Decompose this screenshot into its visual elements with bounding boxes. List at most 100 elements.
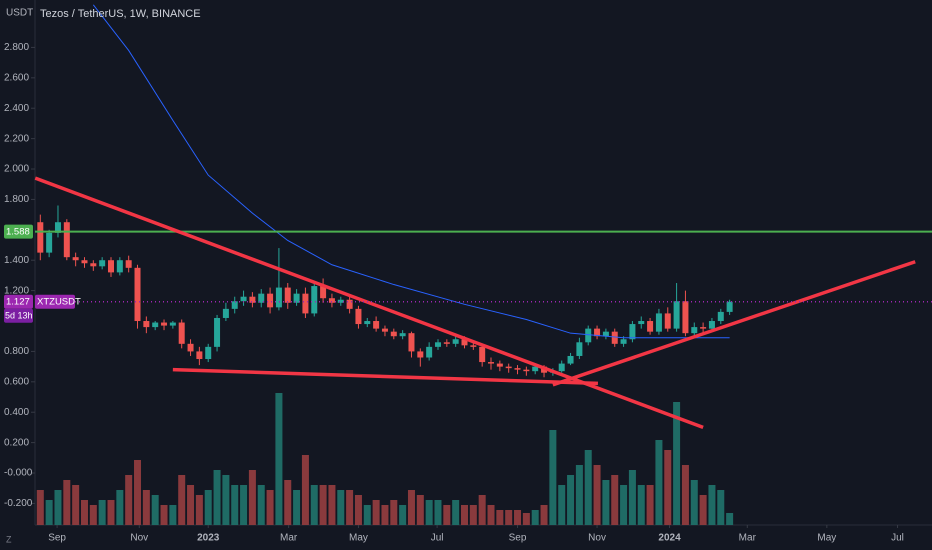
x-tick-label: 2023: [197, 533, 220, 544]
candle-body: [99, 260, 106, 267]
x-tick-label: Mar: [280, 533, 298, 544]
candle-body: [240, 296, 247, 302]
volume-bar: [328, 485, 336, 525]
volume-bar: [664, 450, 672, 525]
candle-body: [664, 313, 671, 329]
currency-label: USDT: [6, 8, 33, 19]
volume-bar: [443, 505, 451, 525]
volume-bar: [54, 490, 62, 525]
volume-bar: [611, 475, 619, 525]
candle-body: [108, 260, 115, 273]
trend-line: [552, 260, 916, 387]
y-tick-label: 1.800: [4, 194, 29, 205]
volume-layer: [36, 393, 734, 525]
volume-bar: [372, 500, 380, 525]
candle-body: [37, 222, 44, 253]
volume-bar: [390, 500, 398, 525]
candle-body: [284, 287, 291, 303]
candle-body: [231, 301, 238, 309]
volume-bar: [673, 402, 681, 525]
x-tick-label: May: [349, 533, 368, 544]
volume-bar: [584, 450, 592, 525]
candle-body: [655, 313, 662, 332]
volume-bar: [628, 470, 636, 525]
symbol-label: XTZUSDT: [37, 297, 81, 308]
candle-body: [381, 328, 388, 332]
volume-bar: [637, 485, 645, 525]
candle-body: [717, 311, 724, 322]
candle-body: [443, 342, 450, 344]
volume-bar: [522, 513, 530, 525]
last-price-box: [4, 294, 33, 309]
candle-body: [187, 343, 194, 352]
candle-body: [647, 321, 654, 332]
candle-body: [161, 322, 168, 326]
volume-bar: [89, 505, 97, 525]
x-tick-label: Sep: [509, 533, 527, 544]
candle-body: [249, 296, 256, 303]
volume-bar: [266, 490, 274, 525]
candle-body: [54, 222, 61, 233]
volume-bar: [213, 470, 221, 525]
candle-body: [178, 322, 185, 344]
volume-bar: [531, 510, 539, 525]
candle-body: [399, 333, 406, 337]
volume-bar: [726, 513, 734, 525]
candle-body: [708, 321, 715, 329]
volume-bar: [487, 505, 495, 525]
volume-bar: [142, 490, 150, 525]
volume-bar: [337, 490, 345, 525]
volume-bar: [452, 500, 460, 525]
candle-body: [638, 321, 645, 325]
volume-bar: [293, 490, 301, 525]
volume-bar: [540, 505, 548, 525]
volume-bar: [187, 485, 195, 525]
candle-body: [488, 362, 495, 364]
x-tick-label: 2024: [658, 533, 681, 544]
candle-body: [125, 260, 132, 268]
volume-bar: [240, 485, 248, 525]
countdown-label: 5d 13h: [5, 311, 33, 321]
volume-bar: [63, 480, 71, 525]
candle-body: [726, 301, 733, 312]
candle-body: [576, 342, 583, 356]
volume-bar: [169, 505, 177, 525]
volume-bar: [469, 505, 477, 525]
x-tick-label: Nov: [588, 533, 606, 544]
volume-bar: [646, 485, 654, 525]
volume-bar: [178, 475, 186, 525]
candle-body: [682, 301, 689, 334]
candle-body: [558, 363, 565, 372]
volume-bar: [699, 495, 707, 525]
candle-body: [567, 355, 574, 364]
y-tick-label: -0.000: [4, 468, 33, 479]
candle-body: [505, 366, 512, 369]
candle-body: [320, 286, 327, 299]
x-tick-label: Jul: [431, 533, 444, 544]
candle-body: [63, 222, 70, 258]
candle-body: [81, 260, 88, 264]
volume-bar: [284, 480, 292, 525]
volume-bar: [346, 490, 354, 525]
level-label-box: [4, 224, 33, 239]
candle-body: [602, 331, 609, 337]
volume-bar: [496, 510, 504, 525]
candle-body: [134, 267, 141, 322]
volume-bar: [399, 505, 407, 525]
candle-body: [514, 368, 521, 370]
candle-body: [426, 346, 433, 358]
candle-body: [496, 363, 503, 367]
corner-label: Z: [6, 534, 12, 544]
y-tick-label: 2.400: [4, 103, 29, 114]
candle-body: [311, 286, 318, 314]
candle-body: [169, 322, 176, 326]
symbol-box: [35, 294, 75, 309]
candle-body: [364, 321, 371, 325]
x-tick-label: Nov: [130, 533, 148, 544]
candle-body: [355, 308, 362, 325]
candle-body: [620, 339, 627, 344]
candle-body: [373, 321, 380, 329]
y-tick-label: -0.200: [4, 498, 33, 509]
volume-bar: [151, 495, 159, 525]
overlay-layer: [34, 176, 932, 430]
